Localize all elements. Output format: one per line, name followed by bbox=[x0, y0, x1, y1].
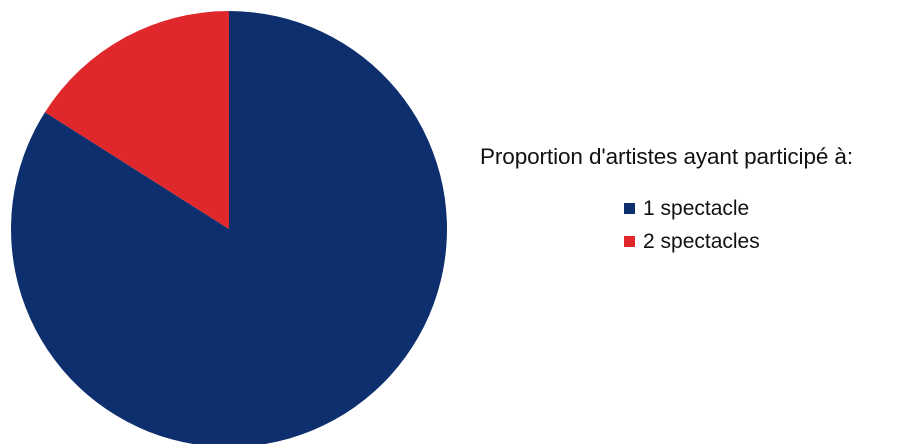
legend-item: 2 spectacles bbox=[624, 225, 853, 258]
legend-items: 1 spectacle 2 spectacles bbox=[480, 192, 853, 258]
legend-title: Proportion d'artistes ayant participé à: bbox=[480, 144, 853, 169]
legend-item: 1 spectacle bbox=[624, 192, 853, 225]
pie-slice-1 bbox=[11, 11, 448, 444]
legend: Proportion d'artistes ayant participé à:… bbox=[480, 144, 853, 258]
legend-label: 2 spectacles bbox=[643, 229, 760, 253]
legend-swatch bbox=[624, 203, 635, 214]
pie-slice-2 bbox=[44, 11, 229, 229]
pie-chart bbox=[11, 11, 448, 444]
legend-label: 1 spectacle bbox=[643, 196, 750, 220]
legend-swatch bbox=[624, 236, 635, 247]
